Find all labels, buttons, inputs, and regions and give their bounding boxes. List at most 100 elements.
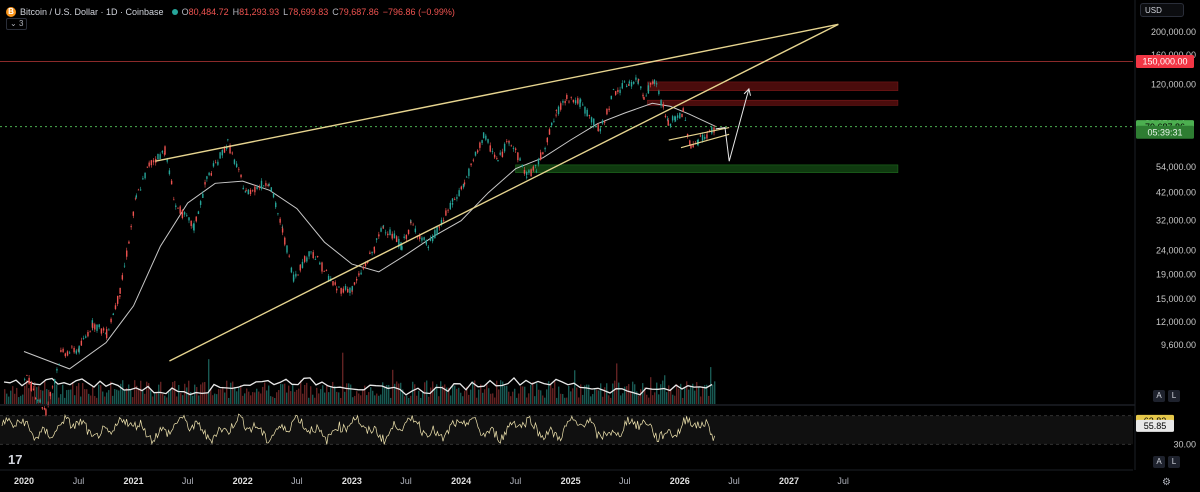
y-tick-label: 19,000.00 xyxy=(1156,269,1196,279)
currency-select[interactable]: USD xyxy=(1140,3,1184,17)
rsi-log-scale-button[interactable]: L xyxy=(1168,456,1180,468)
candle-body xyxy=(423,237,425,240)
volume-bar xyxy=(314,397,316,404)
candle-body xyxy=(608,108,610,111)
volume-bar xyxy=(348,383,350,404)
candle-body xyxy=(256,187,258,190)
volume-bar xyxy=(242,395,244,404)
candle-body xyxy=(91,323,94,329)
x-tick-label: 2021 xyxy=(123,476,143,486)
volume-bar xyxy=(532,382,534,404)
candle-body xyxy=(628,83,630,86)
rsi-auto-scale-button[interactable]: A xyxy=(1153,456,1165,468)
volume-bar xyxy=(448,387,450,404)
volume-bar xyxy=(178,384,180,404)
volume-bar xyxy=(28,388,30,404)
gear-icon[interactable]: ⚙ xyxy=(1162,477,1171,488)
volume-bar xyxy=(496,380,498,404)
x-tick-label: Jul xyxy=(619,476,631,486)
volume-bar xyxy=(686,381,688,404)
indicators-toggle-button[interactable]: ⌄ 3 xyxy=(6,18,28,30)
candle-body xyxy=(391,233,393,239)
candle-body xyxy=(660,100,662,106)
volume-bar xyxy=(438,396,440,404)
candle-body xyxy=(521,164,523,167)
candle-body xyxy=(451,198,454,202)
candle-body xyxy=(666,118,669,121)
candle-body xyxy=(85,336,87,338)
volume-bar xyxy=(288,385,290,404)
volume-bar xyxy=(362,389,364,404)
candle-body xyxy=(496,158,498,159)
volume-bar xyxy=(238,387,240,404)
trendline xyxy=(668,126,730,141)
resistance-zone xyxy=(647,99,899,106)
candle-body xyxy=(532,166,535,171)
volume-bar xyxy=(358,393,360,404)
candle-body xyxy=(487,139,489,143)
volume-ma-line xyxy=(3,376,713,396)
candle-body xyxy=(604,121,606,123)
candle-body xyxy=(342,288,345,293)
candle-body xyxy=(135,195,137,198)
volume-bar xyxy=(234,386,236,404)
candle-body xyxy=(489,145,491,152)
volume-bar xyxy=(436,384,438,404)
candle-body xyxy=(617,89,619,93)
volume-bar xyxy=(582,394,584,404)
candle-body xyxy=(382,225,385,227)
candle-body xyxy=(332,280,334,286)
volume-bar xyxy=(38,386,40,404)
candle-body xyxy=(277,213,279,215)
volume-bar xyxy=(228,397,230,404)
candle-body xyxy=(292,277,295,280)
volume-bar xyxy=(192,395,194,404)
volume-bar xyxy=(144,393,146,404)
candle-body xyxy=(579,99,581,107)
volume-bar xyxy=(146,381,148,404)
volume-bar xyxy=(696,382,698,404)
candle-body xyxy=(75,350,78,354)
candle-body xyxy=(96,324,98,331)
volume-bar xyxy=(30,384,32,404)
volume-bar xyxy=(24,385,26,404)
volume-bar xyxy=(186,387,188,404)
candle-body xyxy=(597,124,599,132)
volume-bar xyxy=(584,385,586,404)
candle-body xyxy=(643,97,645,100)
candle-body xyxy=(387,233,389,236)
volume-bar xyxy=(18,397,20,404)
candle-body xyxy=(35,398,37,399)
candle-body xyxy=(506,141,508,143)
volume-bar xyxy=(612,383,614,404)
volume-bar xyxy=(494,397,496,404)
volume-bar xyxy=(52,393,54,404)
volume-bar xyxy=(246,388,248,404)
volume-bar xyxy=(586,384,588,404)
log-scale-button[interactable]: L xyxy=(1168,390,1180,402)
candle-body xyxy=(229,145,231,154)
volume-bar xyxy=(40,389,42,404)
y-tick-label: 200,000.00 xyxy=(1151,27,1196,37)
volume-bar xyxy=(138,388,140,404)
volume-bar xyxy=(384,387,386,404)
volume-bar xyxy=(10,390,12,404)
price-change: −796.86 (−0.99%) xyxy=(382,7,455,17)
candle-body xyxy=(713,127,715,133)
candles xyxy=(24,74,715,417)
rsi-tick-label: 30.00 xyxy=(1173,439,1196,449)
projection-path xyxy=(715,88,750,162)
candle-body xyxy=(362,267,365,269)
volume-bar xyxy=(298,388,300,404)
volume-bar xyxy=(608,395,610,404)
candle-body xyxy=(146,166,148,168)
auto-scale-button[interactable]: A xyxy=(1153,390,1165,402)
candle-body xyxy=(181,210,184,219)
volume-bar xyxy=(140,380,142,404)
volume-bar xyxy=(286,392,288,404)
symbol-legend[interactable]: B Bitcoin / U.S. Dollar · 1D · Coinbase … xyxy=(6,4,455,20)
volume-bar xyxy=(512,391,514,404)
candle-body xyxy=(456,197,458,199)
x-tick-label: Jul xyxy=(182,476,194,486)
